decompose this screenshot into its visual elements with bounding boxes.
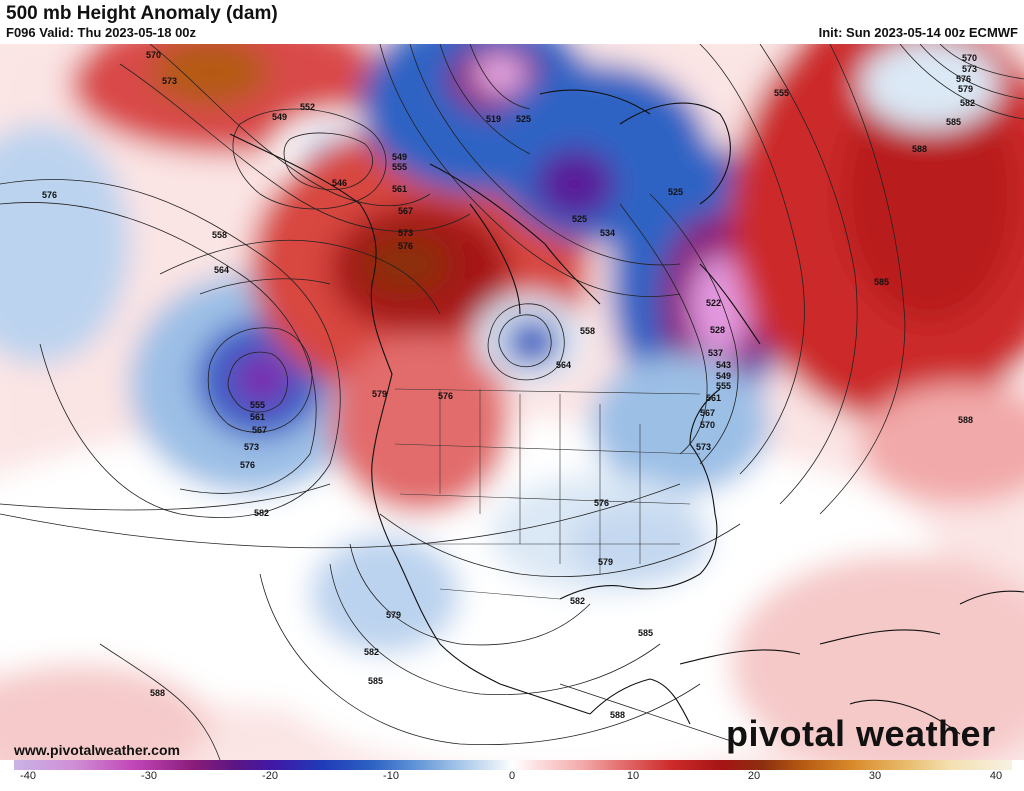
- contour-label: 528: [710, 325, 725, 335]
- map-title: 500 mb Height Anomaly (dam): [6, 3, 278, 24]
- contour-label: 555: [716, 381, 731, 391]
- contour-label: 534: [600, 228, 615, 238]
- contour-label: 576: [956, 74, 971, 84]
- contour-label: 582: [960, 98, 975, 108]
- contour-label: 585: [368, 676, 383, 686]
- contour-label: 558: [212, 230, 227, 240]
- contour-label: 525: [572, 214, 587, 224]
- contour-label: 573: [398, 228, 413, 238]
- contour-label: 585: [946, 117, 961, 127]
- contour-label: 552: [300, 102, 315, 112]
- contour-label: 579: [386, 610, 401, 620]
- contour-label: 582: [254, 508, 269, 518]
- contour-label: 576: [438, 391, 453, 401]
- contour-label: 576: [594, 498, 609, 508]
- contour-label: 537: [708, 348, 723, 358]
- contour-label: 525: [516, 114, 531, 124]
- contour-labels: 570 573 552 549 546 576 558 564 549 555 …: [42, 50, 977, 720]
- contour-label: 525: [668, 187, 683, 197]
- contour-label: 573: [696, 442, 711, 452]
- anomaly-map: 570 573 552 549 546 576 558 564 549 555 …: [0, 44, 1024, 760]
- political-borders: [394, 388, 701, 600]
- contour-label: 567: [252, 425, 267, 435]
- contour-label: 579: [958, 84, 973, 94]
- header: 500 mb Height Anomaly (dam) F096 Valid: …: [0, 0, 1024, 44]
- contour-label: 570: [962, 53, 977, 63]
- contour-label: 576: [42, 190, 57, 200]
- site-url: www.pivotalweather.com: [14, 742, 180, 758]
- contour-label: 576: [398, 241, 413, 251]
- contour-label: 588: [912, 144, 927, 154]
- colorbar-ticks: -40 -30 -20 -10 0 10 20 30 40: [0, 770, 1024, 790]
- colorbar-tick: -40: [20, 770, 36, 782]
- contour-label: 567: [700, 408, 715, 418]
- contour-label: 582: [570, 596, 585, 606]
- contour-label: 573: [962, 64, 977, 74]
- contour-label: 546: [332, 178, 347, 188]
- contour-label: 579: [598, 557, 613, 567]
- contour-label: 519: [486, 114, 501, 124]
- height-contours: [0, 44, 1024, 760]
- contour-label: 564: [556, 360, 571, 370]
- valid-time: F096 Valid: Thu 2023-05-18 00z: [6, 25, 197, 40]
- contour-label: 576: [240, 460, 255, 470]
- colorbar-tick: 30: [868, 770, 882, 782]
- colorbar: [14, 760, 1012, 770]
- contour-label: 585: [638, 628, 653, 638]
- colorbar-tick: 20: [747, 770, 761, 782]
- contour-label: 549: [716, 371, 731, 381]
- contour-label: 564: [214, 265, 229, 275]
- contour-label: 555: [774, 88, 789, 98]
- contour-label: 588: [150, 688, 165, 698]
- brand-logo: pivotal weather: [726, 713, 996, 754]
- colorbar-tick: -20: [262, 770, 278, 782]
- contour-label: 570: [700, 420, 715, 430]
- contour-label: 570: [146, 50, 161, 60]
- anomaly-shading: [0, 44, 1024, 760]
- contour-label: 561: [392, 184, 407, 194]
- contour-label: 573: [162, 76, 177, 86]
- colorbar-tick: 0: [508, 770, 516, 782]
- contour-label: 555: [250, 400, 265, 410]
- contour-label: 567: [398, 206, 413, 216]
- anomaly-map-svg: 570 573 552 549 546 576 558 564 549 555 …: [0, 44, 1024, 760]
- contour-label: 573: [244, 442, 259, 452]
- contour-label: 585: [874, 277, 889, 287]
- contour-label: 588: [958, 415, 973, 425]
- contour-label: 549: [272, 112, 287, 122]
- contour-label: 543: [716, 360, 731, 370]
- colorbar-tick: 40: [989, 770, 1003, 782]
- contour-label: 522: [706, 298, 721, 308]
- contour-label: 549: [392, 152, 407, 162]
- contour-label: 582: [364, 647, 379, 657]
- colorbar-tick: -30: [141, 770, 157, 782]
- contour-label: 588: [610, 710, 625, 720]
- contour-label: 561: [250, 412, 265, 422]
- contour-label: 561: [706, 393, 721, 403]
- contour-label: 579: [372, 389, 387, 399]
- init-time: Init: Sun 2023-05-14 00z ECMWF: [818, 25, 1018, 40]
- colorbar-tick: 10: [626, 770, 640, 782]
- color-scale: -40 -30 -20 -10 0 10 20 30 40: [0, 760, 1024, 791]
- contour-label: 555: [392, 162, 407, 172]
- colorbar-tick: -10: [383, 770, 399, 782]
- coastlines: [229, 89, 1024, 735]
- contour-label: 558: [580, 326, 595, 336]
